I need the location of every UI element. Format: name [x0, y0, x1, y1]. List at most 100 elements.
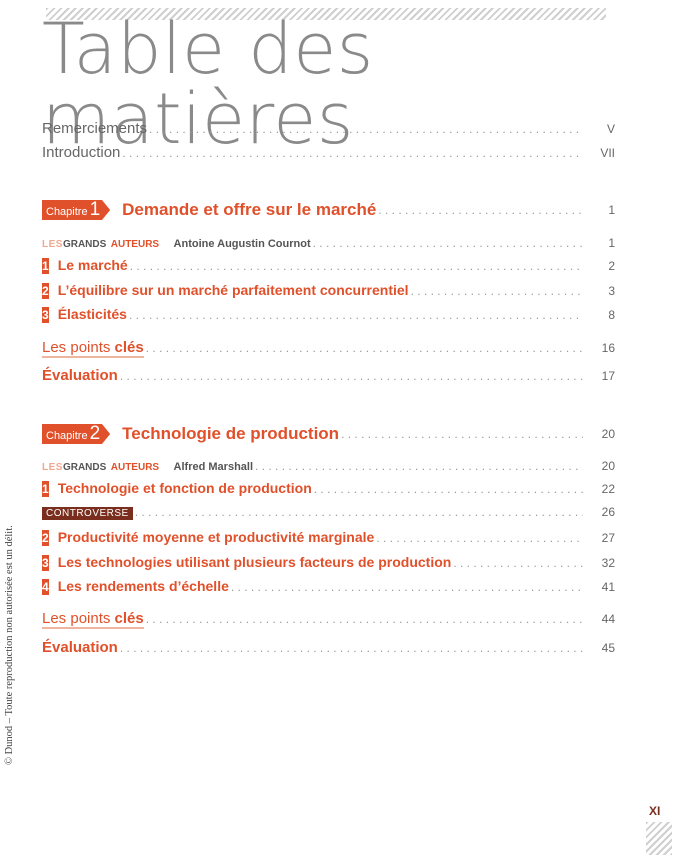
- points-cles-bold: clés: [114, 339, 144, 356]
- leader-dots: [135, 505, 583, 519]
- toc-evaluation-1[interactable]: Évaluation 17: [42, 367, 615, 384]
- entry-page: 26: [601, 505, 615, 519]
- auteurs-label: AUTEURS: [110, 239, 160, 250]
- leader-dots: [149, 122, 583, 136]
- grands-label: GRANDS: [62, 239, 107, 250]
- section-title: Les rendements d’échelle: [57, 578, 229, 594]
- section-title: L’équilibre sur un marché parfaitement c…: [57, 282, 409, 298]
- decorative-hatch-top: [46, 8, 606, 20]
- chapter-title: Demande et offre sur le marché: [122, 200, 377, 219]
- grands-label: GRANDS: [62, 462, 107, 473]
- chapter-title: Technologie de production: [122, 424, 340, 443]
- grands-auteurs-label: LESGRANDS AUTEURS Alfred Marshall: [42, 457, 253, 475]
- section-title: Technologie et fonction de production: [57, 480, 312, 496]
- toc-chapter-2[interactable]: Chapitre 2 Technologie de production 20: [42, 424, 615, 444]
- evaluation-label: Évaluation: [42, 639, 118, 656]
- toc-points-cles-2[interactable]: Les points clés 44: [42, 610, 615, 629]
- entry-page: 1: [608, 236, 615, 250]
- entry-label: Remerciements: [42, 120, 148, 137]
- section-title: Le marché: [57, 257, 128, 273]
- entry-page: 20: [601, 459, 615, 473]
- section-title: Les technologies utilisant plusieurs fac…: [57, 554, 452, 570]
- points-cles-label: Les points clés: [42, 610, 144, 629]
- decorative-hatch-bottom: [646, 822, 672, 855]
- entry-page: 16: [601, 341, 615, 355]
- entry-label: Introduction: [42, 144, 121, 161]
- chapter-badge: Chapitre 1: [42, 199, 111, 220]
- chapter-word: Chapitre: [46, 430, 88, 442]
- entry-page: 17: [601, 369, 615, 383]
- entry-page: 2: [608, 259, 615, 273]
- leader-dots: [255, 459, 583, 473]
- section-title: Élasticités: [57, 306, 127, 322]
- leader-dots: [146, 341, 583, 355]
- leader-dots: [120, 641, 583, 655]
- evaluation-label: Évaluation: [42, 367, 118, 384]
- leader-dots: [130, 259, 583, 273]
- points-cles-light: Les points: [42, 610, 115, 627]
- author-name: Antoine Augustin Cournot: [173, 238, 311, 250]
- leader-dots: [453, 556, 583, 570]
- section-number-badge: 3: [42, 307, 49, 323]
- entry-page: 3: [608, 284, 615, 298]
- leader-dots: [120, 369, 583, 383]
- controverse-badge: CONTROVERSE: [42, 507, 133, 520]
- points-cles-light: Les points: [42, 339, 115, 356]
- page-number: XI: [649, 804, 661, 818]
- leader-dots: [146, 612, 583, 626]
- toc-evaluation-2[interactable]: Évaluation 45: [42, 639, 615, 656]
- entry-page: 45: [601, 641, 615, 655]
- leader-dots: [122, 146, 583, 160]
- toc-section[interactable]: 3 Les technologies utilisant plusieurs f…: [42, 554, 615, 571]
- section-number-badge: 1: [42, 481, 49, 497]
- toc-grands-auteurs-1[interactable]: LESGRANDS AUTEURS Antoine Augustin Courn…: [42, 234, 615, 252]
- toc-section[interactable]: 4 Les rendements d’échelle 41: [42, 578, 615, 595]
- entry-page: 44: [601, 612, 615, 626]
- copyright-note: © Dunod – Toute reproduction non autoris…: [4, 525, 15, 765]
- les-label: LES: [42, 462, 63, 473]
- chapter-badge: Chapitre 2: [42, 423, 111, 444]
- leader-dots: [313, 236, 583, 250]
- author-name: Alfred Marshall: [173, 461, 254, 473]
- leader-dots: [129, 308, 583, 322]
- entry-page: VII: [600, 146, 615, 160]
- entry-page: 8: [608, 308, 615, 322]
- section-number-badge: 2: [42, 530, 49, 546]
- section-number-badge: 1: [42, 258, 49, 274]
- entry-page: 22: [601, 482, 615, 496]
- chapter-number: 1: [89, 199, 101, 220]
- grands-auteurs-label: LESGRANDS AUTEURS Antoine Augustin Courn…: [42, 234, 311, 252]
- entry-page: 1: [608, 203, 615, 217]
- toc-section[interactable]: 1 Le marché 2: [42, 257, 615, 274]
- les-label: LES: [42, 239, 63, 250]
- points-cles-label: Les points clés: [42, 339, 144, 358]
- toc-section[interactable]: 1 Technologie et fonction de production …: [42, 480, 615, 497]
- page-title: Table des matières: [42, 8, 374, 160]
- entry-page: 41: [601, 580, 615, 594]
- toc-controverse[interactable]: CONTROVERSE 26: [42, 505, 615, 520]
- section-title: Productivité moyenne et productivité mar…: [57, 529, 375, 545]
- entry-page: 20: [601, 427, 615, 441]
- entry-page: 32: [601, 556, 615, 570]
- points-cles-bold: clés: [114, 610, 144, 627]
- section-number-badge: 2: [42, 283, 49, 299]
- toc-section[interactable]: 2 L’équilibre sur un marché parfaitement…: [42, 282, 615, 299]
- toc-section[interactable]: 2 Productivité moyenne et productivité m…: [42, 529, 615, 546]
- toc-points-cles-1[interactable]: Les points clés 16: [42, 339, 615, 358]
- entry-page: 27: [601, 531, 615, 545]
- leader-dots: [376, 531, 583, 545]
- chapter-word: Chapitre: [46, 206, 88, 218]
- leader-dots: [341, 427, 583, 441]
- toc-grands-auteurs-2[interactable]: LESGRANDS AUTEURS Alfred Marshall 20: [42, 457, 615, 475]
- toc-entry-introduction[interactable]: Introduction VII: [42, 144, 615, 161]
- toc-section[interactable]: 3 Élasticités 8: [42, 306, 615, 323]
- chapter-number: 2: [89, 423, 101, 444]
- auteurs-label: AUTEURS: [110, 462, 160, 473]
- section-number-badge: 4: [42, 579, 49, 595]
- leader-dots: [378, 203, 583, 217]
- entry-page: V: [606, 122, 615, 136]
- toc-chapter-1[interactable]: Chapitre 1 Demande et offre sur le march…: [42, 200, 615, 220]
- leader-dots: [231, 580, 583, 594]
- leader-dots: [314, 482, 583, 496]
- toc-entry-remerciements[interactable]: Remerciements V: [42, 120, 615, 137]
